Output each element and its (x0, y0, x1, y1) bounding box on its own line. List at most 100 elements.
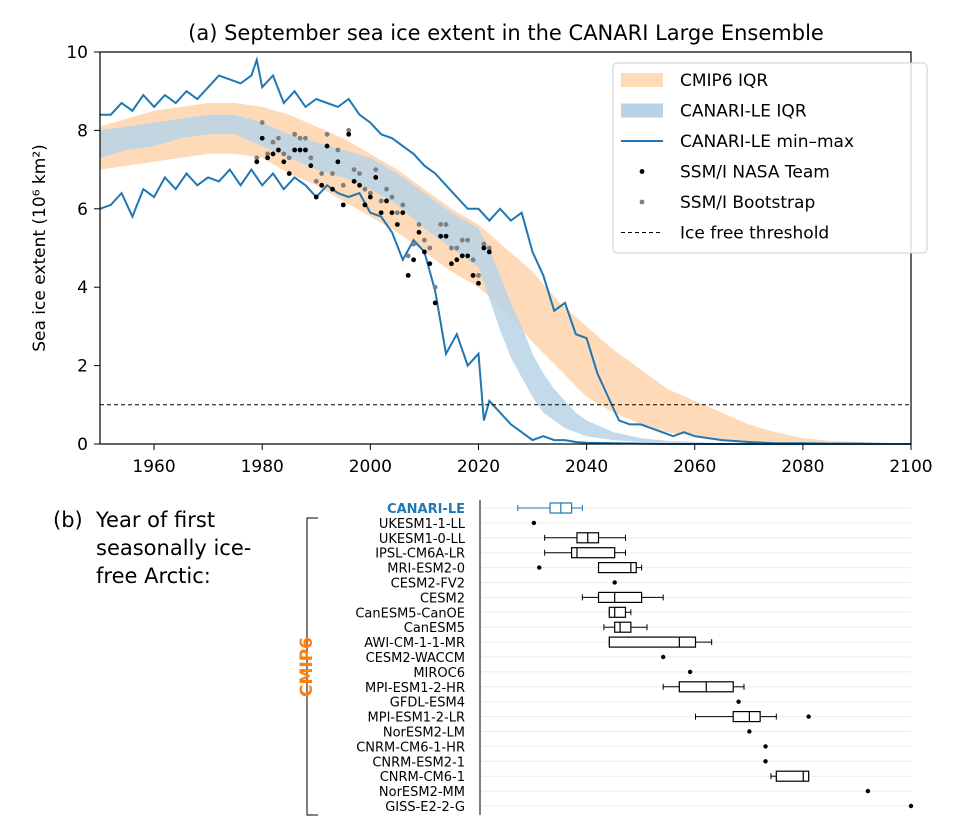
legend-swatch (639, 169, 645, 174)
iqr-box (732, 710, 761, 723)
nasa-team-point (384, 198, 389, 204)
x-tick-label: 2020 (457, 457, 500, 477)
nasa-team-point (481, 245, 487, 251)
bootstrap-point (367, 190, 373, 196)
bootstrap-point (373, 167, 379, 173)
chart-title: (a) September sea ice extent in the CANA… (188, 21, 824, 45)
model-label: MPI-ESM1-2-LR (368, 711, 465, 726)
legend-label: SSM/I Bootstrap (680, 193, 815, 213)
model-label: MIROC6 (413, 666, 465, 681)
model-point (660, 654, 666, 660)
canari-min-line (99, 167, 911, 445)
model-point (531, 520, 537, 526)
iqr-box (597, 561, 637, 574)
bootstrap-point (259, 120, 265, 125)
model-label: CESM2-FV2 (391, 577, 465, 592)
panel-b-title: Year of first seasonally ice-free Arctic… (96, 508, 252, 588)
legend-swatch (639, 199, 645, 205)
nasa-team-point (281, 159, 287, 165)
nasa-team-point (486, 249, 492, 255)
y-tick-label: 10 (66, 43, 88, 63)
bootstrap-point (313, 178, 319, 184)
nasa-team-point (432, 300, 438, 306)
panel-b-box-chart: CMIP6 CANARI-LEUKESM1-1-LLUKESM1-0-LLIPS… (297, 500, 914, 816)
legend-label: Ice free threshold (680, 224, 829, 244)
bootstrap-point (400, 202, 406, 208)
model-label: NorESM2-LM (383, 726, 465, 741)
nasa-team-point (340, 202, 346, 208)
model-label: CANARI-LE (387, 502, 465, 517)
model-point (908, 803, 914, 809)
model-point (763, 759, 768, 764)
bootstrap-point (449, 245, 454, 251)
model-point (747, 729, 752, 734)
model-label: CanESM5-CanOE (355, 606, 465, 621)
model-point (763, 744, 768, 749)
x-tick-label: 2040 (565, 457, 608, 477)
bootstrap-point (265, 151, 271, 157)
bootstrap-point (292, 131, 298, 137)
outlier-point (806, 714, 811, 719)
nasa-team-point (438, 233, 444, 239)
cmip6-group-label: CMIP6 (297, 637, 317, 697)
nasa-team-point (394, 222, 400, 227)
bootstrap-point (281, 151, 287, 157)
legend-swatch (621, 73, 663, 87)
canari-max-line (100, 55, 911, 445)
legend-swatch (621, 103, 663, 118)
y-tick-label: 4 (77, 278, 88, 298)
bootstrap-point (303, 135, 308, 141)
panel-b-letter: (b) (53, 508, 83, 532)
legend-label: CMIP6 IQR (680, 71, 768, 91)
model-label: NorESM2-MM (379, 785, 465, 800)
x-tick-label: 2100 (889, 457, 932, 477)
bootstrap-point (422, 237, 427, 243)
legend-box (612, 62, 928, 254)
bootstrap-point (459, 237, 465, 243)
bootstrap-point (481, 241, 487, 247)
bootstrap-point (357, 171, 362, 176)
bootstrap-point (335, 147, 341, 153)
y-tick-label: 2 (77, 357, 88, 377)
model-label: CESM2 (420, 591, 465, 606)
nasa-team-point (378, 210, 384, 216)
nasa-team-point (449, 261, 454, 267)
nasa-team-point (276, 147, 281, 153)
model-label: UKESM1-0-LL (379, 532, 466, 547)
nasa-team-point (270, 151, 276, 157)
bootstrap-point (362, 186, 368, 192)
observation-points-layer (254, 120, 492, 306)
nasa-team-point (459, 253, 465, 259)
bootstrap-point (465, 237, 471, 243)
bootstrap-point (319, 171, 325, 176)
x-tick-label: 2080 (781, 457, 824, 477)
legend: CMIP6 IQR CANARI-LE IQR CANARI-LE min–max S… (612, 62, 928, 254)
y-tick-label: 6 (77, 200, 88, 220)
model-label: MPI-ESM1-2-HR (365, 681, 465, 696)
nasa-team-point (454, 257, 460, 263)
panel-a-line-chart: (a) September sea ice extent in the CANA… (30, 21, 933, 477)
model-label: MRI-ESM2-0 (387, 562, 465, 577)
model-label: CESM2-WACCM (366, 651, 465, 666)
iqr-box (597, 591, 643, 604)
iqr-box (775, 770, 810, 782)
bootstrap-point (384, 186, 389, 192)
bootstrap-point (438, 222, 444, 227)
bootstrap-point (324, 131, 330, 137)
nasa-team-point (259, 135, 265, 141)
bootstrap-point (486, 245, 492, 251)
bootstrap-point (394, 210, 400, 216)
y-tick-label: 0 (77, 435, 88, 455)
nasa-team-point (254, 159, 260, 165)
nasa-team-point (335, 159, 341, 165)
nasa-team-point (400, 210, 406, 216)
nasa-team-point (292, 147, 298, 153)
canari-minmax-layer (99, 55, 911, 445)
nasa-team-point (373, 175, 379, 180)
model-rows: CANARI-LEUKESM1-1-LLUKESM1-0-LLIPSL-CM6A… (355, 502, 914, 815)
y-axis-label: Sea ice extent (10⁶ km²) (30, 144, 50, 352)
iqr-box (608, 636, 697, 648)
model-point (612, 580, 617, 585)
model-label: UKESM1-1-LL (379, 517, 466, 532)
